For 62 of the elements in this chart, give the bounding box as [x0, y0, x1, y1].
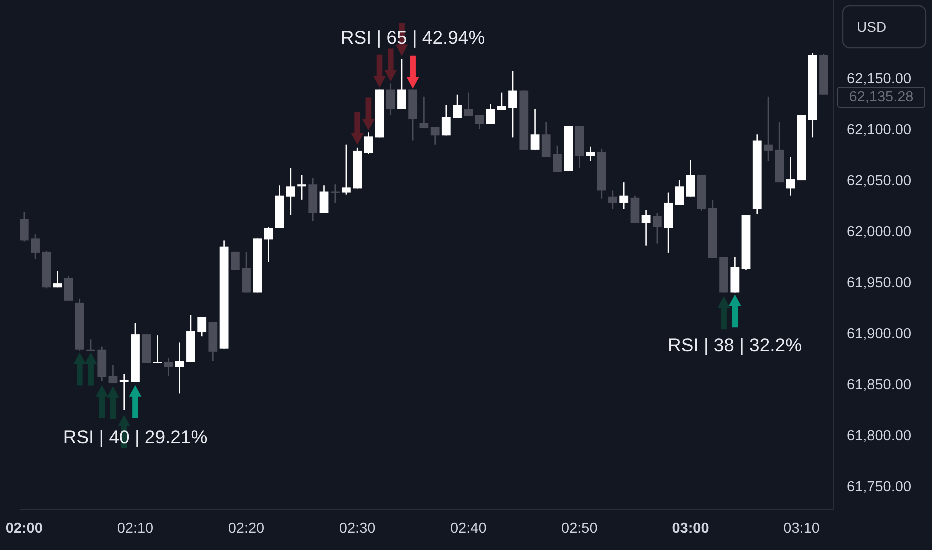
annotation: RSI | 40 | 29.21%	[63, 426, 208, 448]
candlestick	[530, 108, 540, 151]
candlestick	[486, 103, 496, 126]
y-tick-label: 61,800.00	[847, 428, 912, 445]
text: 62,135.28	[849, 90, 914, 106]
candlestick	[175, 342, 184, 394]
candlestick	[53, 270, 62, 288]
x-tick-label: 02:40	[450, 521, 487, 537]
candlestick	[442, 104, 451, 136]
annotation: RSI | 38 | 32.2%	[668, 334, 802, 356]
x-tick-label: 02:00	[6, 521, 43, 537]
x-tick-label: 03:00	[672, 521, 710, 537]
candlestick	[652, 212, 662, 244]
y-tick-label: 61,950.00	[847, 276, 912, 292]
y-tick-label: 61,850.00	[847, 378, 912, 394]
candlestick	[153, 334, 162, 364]
candlestick	[508, 70, 518, 138]
candlestick	[342, 144, 351, 196]
y-tick-label: 62,150.00	[847, 72, 912, 88]
candlestick	[553, 145, 562, 174]
y-tick-label: 62,000.00	[847, 224, 912, 241]
candlestick	[620, 182, 629, 210]
candlestick	[453, 94, 462, 119]
candlestick	[108, 364, 118, 384]
candlestick	[364, 132, 374, 155]
candlestick	[686, 159, 696, 198]
candlestick	[586, 146, 596, 162]
y-tick-label: 61,750.00	[847, 480, 912, 496]
candlestick	[264, 226, 274, 263]
x-tick-label: 02:30	[339, 521, 376, 537]
candlestick	[430, 126, 440, 146]
candlestick	[230, 251, 240, 271]
candlestick	[764, 96, 773, 162]
candlestick	[675, 180, 684, 206]
candlestick	[164, 357, 174, 378]
x-tick-label: 02:50	[562, 521, 598, 537]
candlestick	[298, 174, 307, 201]
candlestick	[198, 316, 207, 338]
annotation: RSI | 65 | 42.94%	[340, 27, 486, 48]
candlestick	[420, 96, 429, 130]
x-tick-label: 03:10	[784, 521, 820, 537]
x-tick-label: 02:10	[117, 521, 154, 537]
y-tick-label: 62,050.00	[847, 174, 912, 190]
x-tick-label: 02:20	[228, 521, 265, 537]
candlestick	[542, 122, 551, 158]
candlestick	[20, 212, 29, 242]
y-tick-label: 62,100.00	[847, 122, 912, 139]
candlestick	[320, 184, 329, 214]
candlestick	[464, 92, 474, 117]
candlestick	[120, 374, 129, 411]
y-axis-title: USD	[857, 19, 887, 35]
candlestick	[475, 114, 484, 130]
candlestick	[786, 156, 796, 196]
candlestick	[286, 168, 296, 216]
candlestick	[398, 58, 406, 110]
candlestick	[31, 234, 40, 260]
candlestick	[64, 276, 74, 302]
candlestick	[386, 82, 396, 116]
y-tick-label: 61,900.00	[847, 326, 912, 343]
candlestick	[608, 190, 618, 210]
candlestick	[642, 209, 651, 246]
candlestick	[498, 92, 506, 111]
